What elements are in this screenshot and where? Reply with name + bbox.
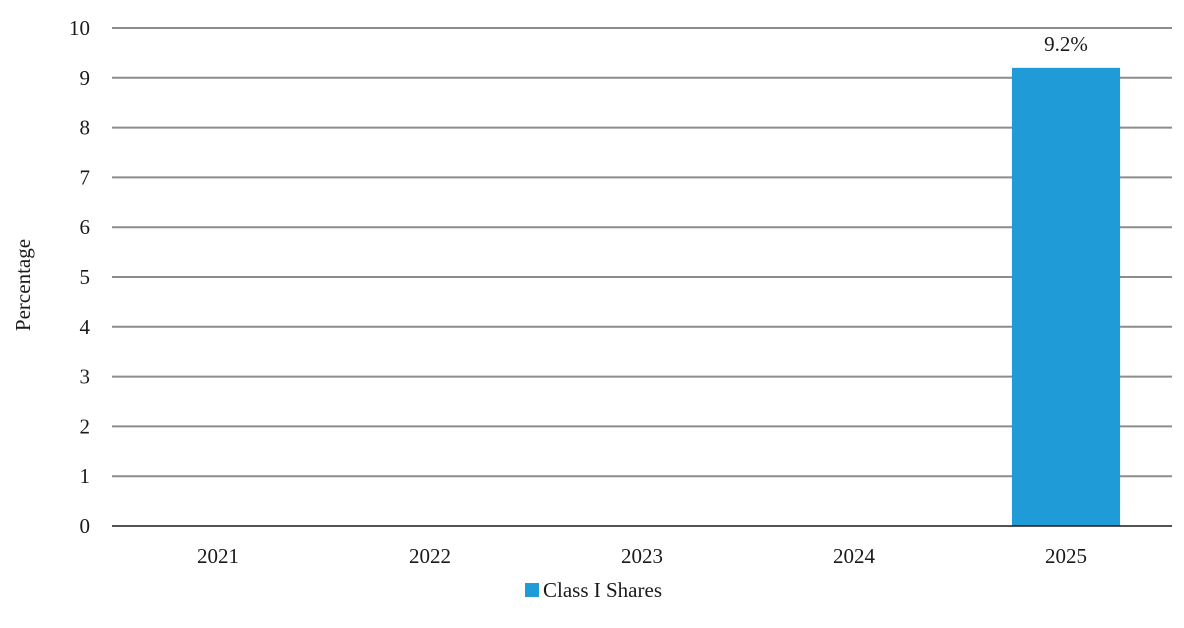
y-tick-label-4: 4 [80, 315, 91, 339]
y-tick-label-7: 7 [80, 165, 91, 189]
y-tick-label-1: 1 [80, 464, 91, 488]
y-tick-label-3: 3 [80, 365, 91, 389]
y-tick-label-2: 2 [80, 414, 91, 438]
legend: Class I Shares [525, 578, 662, 602]
gridlines [112, 27, 1172, 478]
y-axis-ticks: 0 1 2 3 4 5 6 7 8 9 10 [69, 16, 91, 538]
y-tick-label-8: 8 [80, 116, 91, 140]
data-labels: 9.2% [1044, 32, 1088, 56]
x-tick-label-2025: 2025 [1045, 544, 1087, 568]
bars [1011, 67, 1121, 526]
legend-swatch [525, 583, 539, 597]
data-label-2025: 9.2% [1044, 32, 1088, 56]
y-tick-label-5: 5 [80, 265, 91, 289]
y-axis-title: Percentage [11, 239, 35, 331]
y-tick-label-10: 10 [69, 16, 90, 40]
x-axis-ticks: 2021 2022 2023 2024 2025 [197, 544, 1087, 568]
y-tick-label-0: 0 [80, 514, 91, 538]
x-tick-label-2022: 2022 [409, 544, 451, 568]
y-tick-label-6: 6 [80, 215, 91, 239]
x-tick-label-2023: 2023 [621, 544, 663, 568]
bar-2025 [1011, 67, 1121, 526]
x-tick-label-2024: 2024 [833, 544, 876, 568]
x-tick-label-2021: 2021 [197, 544, 239, 568]
y-tick-label-9: 9 [80, 66, 91, 90]
legend-label: Class I Shares [543, 578, 662, 602]
